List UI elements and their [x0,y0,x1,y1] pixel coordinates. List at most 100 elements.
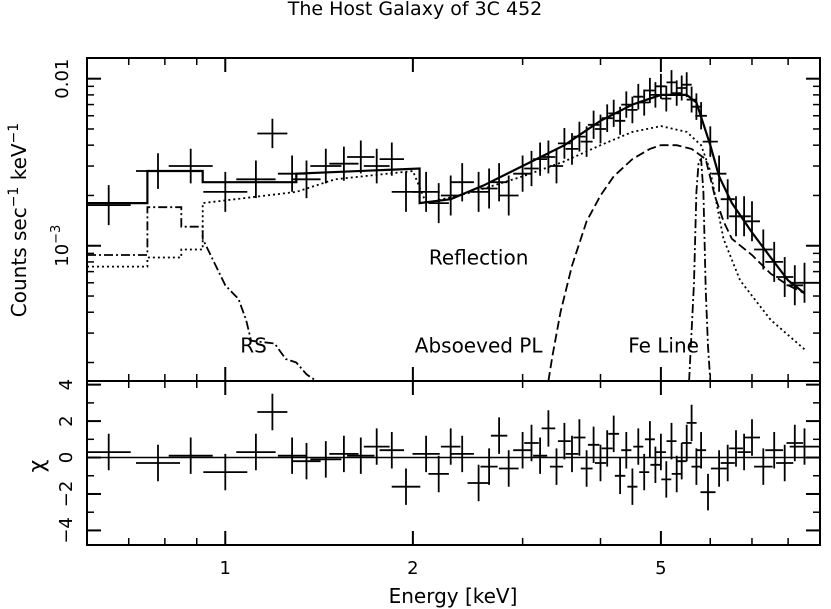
model-curve-rs [87,206,317,382]
residual-y-tick-label: 2 [56,415,77,426]
data-point [671,80,682,106]
data-point [608,99,620,127]
data-point [565,133,579,165]
data-point [695,102,707,130]
residual-point [391,468,421,505]
data-point [203,171,248,212]
data-point [737,196,751,237]
residual-point [136,444,180,482]
residual-point [614,457,626,494]
residual-point [601,430,613,467]
data-point [412,171,440,212]
residual-point [621,432,632,469]
residual-point [86,433,131,471]
annotation-label: Reflection [429,246,529,270]
data-point [587,110,600,139]
data-point [498,175,519,216]
residual-panel: 1 2 5 4 2 0 −2 −4 [56,58,821,579]
data-point [310,148,342,184]
residual-point [681,424,692,462]
data-point [650,82,661,108]
residual-point [347,437,375,474]
data-point [86,185,131,226]
data-point [702,126,718,157]
residual-point [789,428,820,465]
data-point [666,70,677,95]
residual-point [676,443,687,480]
x-tick-label: 2 [407,558,418,579]
data-point [661,85,672,112]
data-point [639,89,650,116]
residual-point [580,450,593,487]
residual-point [480,448,498,485]
y-tick-label: 10−3 [49,225,73,267]
residual-point [292,443,321,480]
residual-point [650,446,661,483]
residual-point [573,419,586,456]
data-point [786,265,804,306]
residual-point [277,437,307,474]
data-point [580,126,593,157]
y-axis-label: Counts sec−1 keV−1 [6,123,31,317]
residual-point [549,448,564,485]
annotation-label: RS [240,333,267,357]
data-point [681,72,692,98]
data-point [686,86,697,113]
data-point [136,153,180,189]
residual-point [490,417,508,454]
residual-point [467,464,490,502]
residual-point [786,424,804,462]
data-point [168,148,213,184]
residual-point [710,450,728,487]
data-point [711,155,727,192]
data-point [614,106,626,135]
data-point [257,118,288,149]
chart-title: The Host Galaxy of 3C 452 [287,0,543,20]
residual-point [587,426,600,463]
residual-point [594,444,607,482]
residual-point [524,424,539,462]
residual-point [329,435,359,473]
residual-point [310,441,342,478]
data-point [347,140,375,174]
residual-point [565,435,579,473]
data-point [513,155,533,192]
data-point [744,201,760,242]
upper-panel: 0.01 10−3 Reflection RS Absoeved PL Fe Line [49,59,820,382]
residual-point [655,433,666,471]
data-point [720,179,735,220]
model-curve-reflection [87,125,806,350]
residual-point [729,430,743,467]
annotation-label: Fe Line [628,333,699,357]
data-point [594,114,607,144]
residual-point [696,432,707,469]
residual-point [644,421,655,458]
residual-y-tick-label: −4 [56,517,77,544]
data-point [549,148,564,184]
residual-point [379,432,404,469]
lower-panel-frame [86,380,821,546]
residual-point [720,444,735,482]
residual-point [627,468,638,505]
residual-point [168,437,213,474]
data-point [533,142,548,176]
data-point [277,155,307,192]
data-point [765,241,784,282]
residual-point [498,450,519,487]
data-point [557,128,571,159]
data-point [676,75,687,101]
residual-point [412,435,440,473]
residual-y-tick-label: −2 [56,481,77,508]
data-point [541,140,556,174]
residual-y-tick-label: 0 [56,452,77,463]
residual-y-axis-label: χ [25,459,50,472]
data-point [450,163,474,202]
model-curve-absorbed-pl [547,144,805,382]
residual-point [754,448,773,485]
data-point [633,83,644,110]
residual-point [639,453,650,491]
data-point [467,171,490,212]
model-curve-fe-line [688,157,712,382]
data-point [292,160,321,199]
